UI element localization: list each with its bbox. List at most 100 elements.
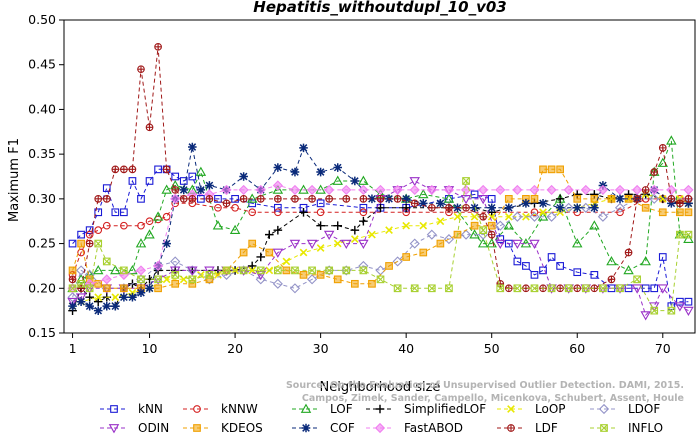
data-point-fastabod [306, 184, 318, 195]
data-point-ldof [170, 256, 181, 267]
data-point-fastabod [580, 184, 591, 195]
data-point-ldof [255, 274, 266, 285]
data-point-ldf [633, 195, 641, 203]
data-point-ldof [614, 202, 626, 213]
data-point-ldof [426, 229, 437, 240]
data-point-kdeos [248, 239, 257, 248]
x-tick-label: 50 [484, 341, 500, 356]
data-point-odin [358, 239, 369, 249]
data-point-simplifiedlof [273, 225, 283, 235]
data-point-fastabod [324, 184, 335, 195]
data-point-inflo [547, 284, 556, 293]
data-point-knnw [137, 221, 145, 230]
data-point-odin [255, 271, 266, 281]
data-point-kdeos [547, 165, 556, 174]
data-point-kdeos [239, 248, 248, 257]
data-point-lof [127, 264, 138, 275]
chart-title: Hepatitis_withoutdupl_10_v03 [253, 0, 506, 16]
legend-item-ldf: LDF [497, 421, 558, 434]
data-point-fastabod [563, 184, 574, 195]
data-point-simplifiedlof [256, 252, 266, 262]
credit-line-2: Campos, Zimek, Sander, Campello, Micenko… [302, 393, 684, 404]
data-point-cof [145, 283, 154, 293]
data-point-ldof [495, 220, 506, 231]
data-point-odin [495, 239, 506, 249]
legend-label-knnw: kNNW [221, 402, 258, 416]
data-point-knn [137, 195, 145, 203]
data-point-ldf [179, 195, 188, 203]
data-point-knnw [359, 208, 368, 217]
data-point-kdeos [684, 208, 693, 217]
series-lof [67, 135, 694, 293]
data-point-knn [487, 195, 496, 203]
data-point-knnw [616, 208, 624, 217]
data-point-kdeos [676, 208, 684, 217]
data-point-kdeos [94, 279, 103, 288]
y-tick-label: 0.50 [28, 12, 56, 27]
data-point-ldf [222, 199, 231, 208]
data-point-fastabod [546, 184, 557, 195]
data-point-fastabod [358, 184, 369, 195]
data-point-knnw [274, 208, 282, 217]
data-point-odin [529, 239, 540, 249]
legend-marker [193, 424, 201, 432]
plot-area [67, 42, 694, 321]
data-point-fastabod [614, 184, 626, 195]
data-point-kdeos [350, 279, 359, 288]
x-tick-label: 40 [398, 341, 414, 356]
series-line-cof [72, 146, 689, 312]
data-point-knnw [248, 208, 257, 217]
data-point-odin [640, 311, 651, 321]
data-point-cof [196, 185, 206, 195]
data-point-odin [75, 293, 87, 303]
y-tick-label: 0.30 [28, 191, 56, 206]
data-point-loop [539, 208, 547, 217]
data-point-cof [333, 163, 343, 172]
data-point-cof [93, 306, 103, 315]
data-point-ldf [154, 42, 162, 51]
data-point-cof [590, 203, 599, 213]
data-point-odin [409, 177, 420, 187]
data-point-ldof [597, 211, 608, 222]
data-point-kdeos [205, 275, 214, 284]
data-point-cof [205, 181, 214, 190]
data-point-ldf [85, 239, 94, 248]
legend-marker [507, 424, 515, 432]
data-point-ldf [624, 248, 633, 257]
data-point-knn [179, 177, 188, 185]
data-point-odin [631, 284, 643, 294]
data-point-ldf [94, 195, 103, 203]
data-point-inflo [393, 284, 402, 293]
data-point-kdeos [658, 208, 667, 217]
data-point-odin [67, 297, 78, 308]
data-point-odin [169, 266, 181, 276]
data-point-inflo [137, 275, 145, 284]
data-point-inflo [291, 266, 299, 275]
data-point-cof [504, 203, 514, 213]
data-point-fastabod [649, 184, 660, 195]
data-point-cof [521, 199, 531, 208]
axes: 0.15 0.20 0.25 0.30 0.35 0.40 0.45 0.50 1 10 20 30 4… [28, 12, 696, 356]
data-point-odin [674, 302, 686, 312]
data-point-loop [402, 221, 411, 230]
legend-marker [374, 422, 386, 434]
legend-item-kdeos: KDEOS [183, 421, 263, 434]
data-point-inflo [359, 266, 368, 275]
data-point-lof [443, 193, 455, 203]
legend-marker [600, 424, 608, 432]
data-point-knn [154, 165, 162, 174]
data-point-knn [658, 253, 667, 261]
data-point-kdeos [436, 239, 445, 248]
data-point-ldf [479, 212, 487, 221]
legend-label-fastabod: FastABOD [404, 421, 463, 434]
data-point-loop [333, 239, 342, 248]
data-point-knn [231, 195, 239, 203]
series-line-knnw [72, 198, 689, 276]
legend-marker [301, 423, 311, 433]
data-point-ldf [68, 275, 77, 284]
data-point-simplifiedlof [555, 194, 565, 204]
data-point-kdeos [487, 221, 496, 230]
legend-label-knn: kNN [138, 402, 163, 416]
data-point-lof [110, 264, 121, 275]
legend-label-ldof: LDOF [628, 402, 660, 416]
